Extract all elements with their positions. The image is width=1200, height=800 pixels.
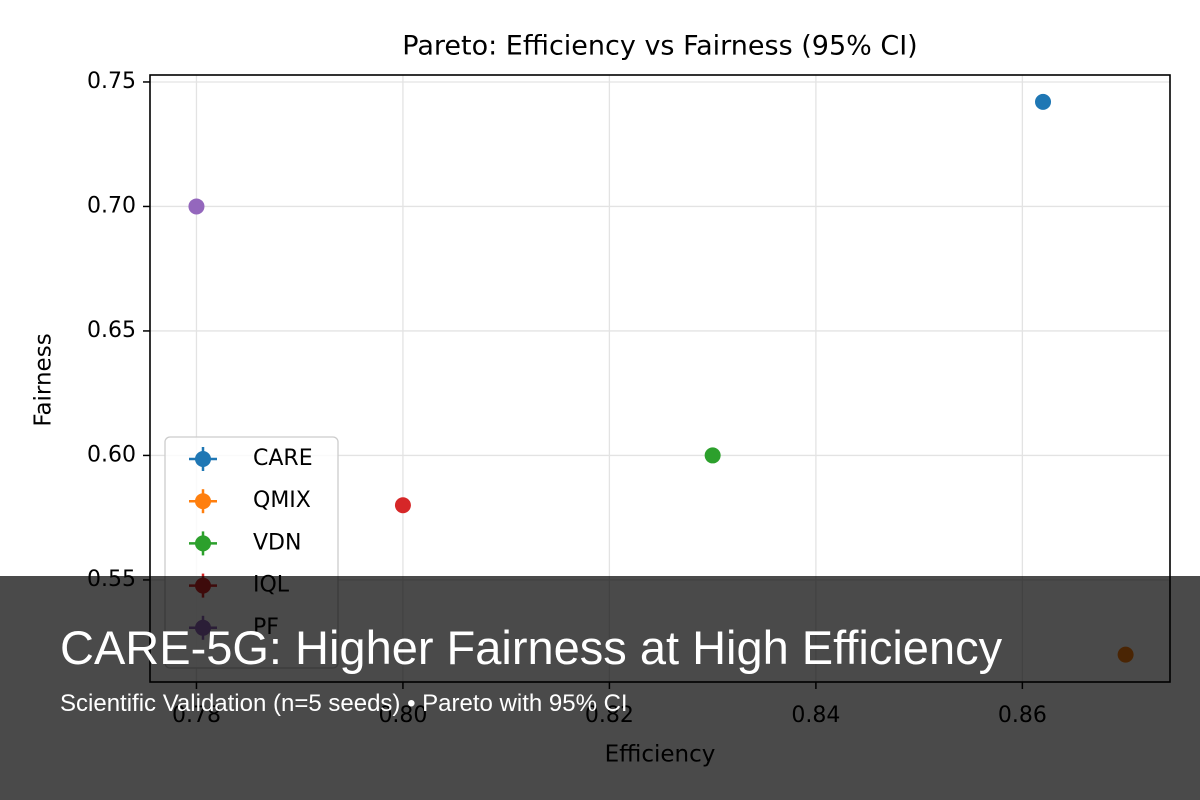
overlay-banner	[0, 576, 1200, 800]
point	[394, 497, 411, 514]
legend-marker	[195, 493, 211, 510]
y-tick-label: 0.60	[87, 442, 136, 467]
legend-label: VDN	[253, 530, 301, 555]
y-tick-label: 0.75	[87, 69, 136, 94]
y-axis-label: Fairness	[31, 333, 57, 426]
point	[704, 447, 721, 464]
legend-label: CARE	[253, 446, 313, 471]
chart-title: Pareto: Efficiency vs Fairness (95% CI)	[402, 31, 917, 62]
point	[1035, 93, 1052, 110]
legend-marker	[195, 451, 211, 467]
point	[188, 198, 205, 215]
overlay-subtitle: Scientific Validation (n=5 seeds) • Pare…	[60, 690, 628, 717]
overlay-title: CARE-5G: Higher Fairness at High Efficie…	[60, 621, 1003, 674]
legend-marker	[195, 535, 211, 552]
y-tick-label: 0.65	[87, 318, 136, 343]
y-tick-label: 0.70	[87, 193, 136, 218]
legend-label: QMIX	[253, 488, 311, 513]
